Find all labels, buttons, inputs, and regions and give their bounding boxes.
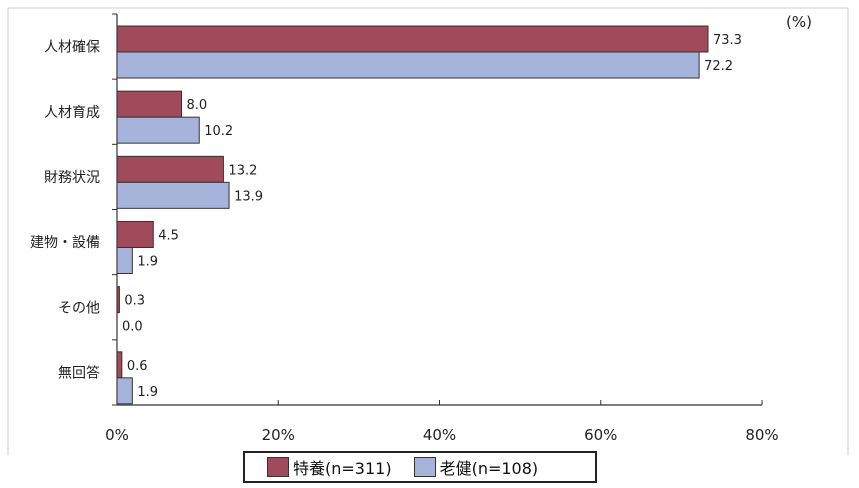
data-label: 1.9 <box>137 255 158 270</box>
unit-label: (%) <box>786 13 812 31</box>
legend-label-tokuyou: 特養(n=311) <box>293 459 392 478</box>
bar <box>116 51 700 79</box>
data-label: 13.2 <box>228 163 257 178</box>
category-label: その他 <box>58 300 100 316</box>
data-label: 10.2 <box>204 124 233 139</box>
bar <box>116 286 120 314</box>
category-label: 無回答 <box>58 364 100 381</box>
bar <box>116 155 224 183</box>
legend-swatch-tokuyou <box>267 457 289 477</box>
category-label: 財務状況 <box>44 170 100 186</box>
legend: 特養(n=311) 老健(n=108) <box>243 451 597 483</box>
data-label: 13.9 <box>234 189 263 204</box>
data-label: 1.9 <box>137 385 158 400</box>
bar <box>116 221 154 248</box>
x-tick-label: 20% <box>262 426 295 444</box>
chart-frame <box>7 7 849 455</box>
x-tick-label: 60% <box>584 426 617 444</box>
bar <box>116 377 133 405</box>
data-label: 0.6 <box>127 359 148 374</box>
legend-swatch-roken <box>413 457 436 477</box>
bar <box>116 181 230 209</box>
data-label: 0.3 <box>124 294 145 309</box>
x-tick-label: 80% <box>745 426 778 444</box>
x-tick-label: 40% <box>423 426 456 444</box>
legend-item-roken: 老健(n=108) <box>413 455 539 479</box>
bar <box>116 247 133 274</box>
x-tick-label: 0% <box>105 426 129 444</box>
data-label: 0.0 <box>122 320 143 335</box>
data-label: 4.5 <box>158 229 179 244</box>
legend-label-roken: 老健(n=108) <box>439 459 539 478</box>
category-label: 建物・設備 <box>30 235 100 251</box>
category-label: 人材育成 <box>44 105 100 121</box>
data-label: 72.2 <box>704 59 733 74</box>
bar <box>116 25 709 53</box>
bar <box>116 116 200 144</box>
data-label: 8.0 <box>187 98 208 113</box>
bar <box>116 90 182 118</box>
bar <box>116 351 123 379</box>
data-label: 73.3 <box>713 33 742 48</box>
legend-item-tokuyou: 特養(n=311) <box>267 455 392 479</box>
category-label: 人材確保 <box>44 40 100 56</box>
